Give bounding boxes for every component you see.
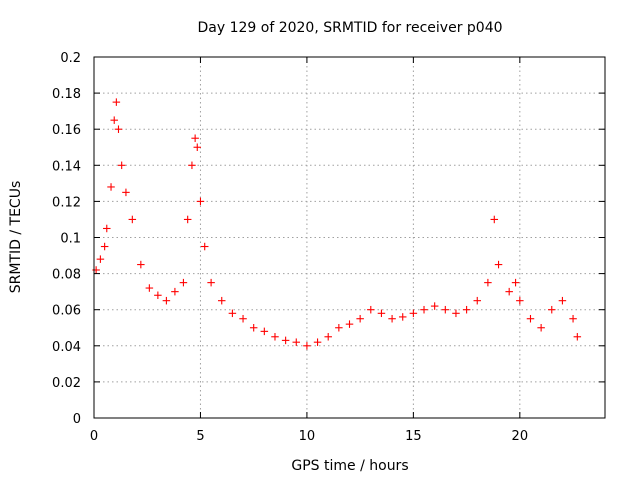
data-point [171,287,179,296]
data-point [430,302,439,310]
data-point [516,296,524,305]
data-point [137,260,145,269]
data-point [179,278,188,287]
data-point [218,296,226,305]
data-point [117,161,126,170]
data-point [356,314,364,323]
data-point [260,327,269,336]
data-point [548,305,556,314]
data-point [162,296,171,305]
data-point [193,143,202,151]
data-point [292,338,301,346]
y-tick-label: 0.02 [52,376,81,391]
y-tick-label: 0.08 [52,268,81,283]
data-point [103,224,111,233]
y-tick-label: 0.12 [52,195,81,210]
data-point [107,183,115,191]
scatter-points [92,98,582,350]
plot-frame [93,56,606,419]
x-tick-label: 15 [405,429,422,444]
data-point [420,305,428,314]
data-point [484,278,492,287]
y-tick-label: 0.14 [52,159,81,174]
data-point [200,242,209,251]
data-point [110,116,118,124]
gridlines [94,57,605,418]
data-point [239,314,247,323]
x-tick-label: 10 [299,429,316,444]
data-point [249,323,258,332]
y-tick-label: 0.04 [52,340,81,355]
axes: 0 0.02 0.04 0.06 0.08 0.1 0.12 0.14 0.16 0.18 0.2 0… [52,51,606,444]
x-axis-title: GPS time / hours [291,458,408,474]
x-tick-label: 0 [90,429,98,444]
data-point [345,320,354,328]
data-point [494,260,503,269]
data-point [452,309,460,318]
y-tick-label: 0.18 [52,87,81,102]
data-point [128,215,137,224]
y-tick-label: 0.06 [52,304,81,319]
data-point [367,305,375,314]
data-point [473,296,482,305]
y-tick-label: 0.2 [60,51,81,66]
data-point [313,338,322,346]
data-point [324,333,332,341]
data-point [558,296,567,305]
y-tick-label: 0.1 [60,232,81,247]
data-point [96,255,105,263]
data-point [122,188,130,197]
data-point [441,305,450,314]
data-point [303,342,311,350]
data-point [154,291,162,300]
data-point [114,125,123,133]
data-point [398,313,407,321]
data-point [196,197,205,206]
data-point [271,333,279,341]
data-point [183,215,192,224]
data-point [281,336,290,345]
data-point [569,314,577,323]
chart-title: Day 129 of 2020, SRMTID for receiver p04… [197,20,502,36]
data-point [537,323,545,332]
data-point [228,309,237,318]
data-point [490,215,499,224]
data-point [377,309,386,318]
data-point [409,309,418,318]
data-point [145,284,154,292]
data-point [207,278,215,287]
data-point [505,287,513,296]
x-tick-label: 20 [512,429,529,444]
data-point [573,333,582,341]
data-point [112,98,121,106]
x-tick-label: 5 [196,429,204,444]
data-point [526,314,535,323]
data-point [335,323,343,332]
data-point [511,278,520,287]
data-point [100,242,109,251]
y-tick-label: 0 [73,412,81,427]
y-axis-title: SRMTID / TECUs [8,181,24,294]
data-point [388,314,396,323]
data-point [191,134,199,142]
data-point [462,305,471,314]
data-point [188,161,196,170]
y-tick-label: 0.16 [52,123,81,138]
